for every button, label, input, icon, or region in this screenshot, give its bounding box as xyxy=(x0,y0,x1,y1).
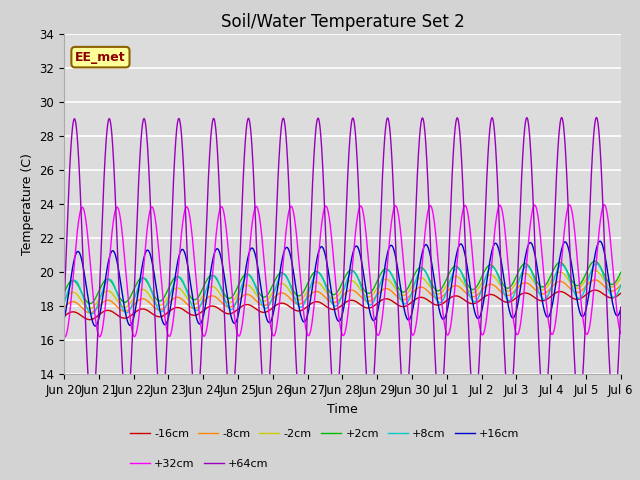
+64cm xyxy=(463,286,471,291)
-16cm xyxy=(611,294,619,300)
Line: +16cm: +16cm xyxy=(64,241,621,326)
+16cm xyxy=(92,323,99,329)
+32cm xyxy=(61,334,68,340)
Line: +2cm: +2cm xyxy=(64,261,621,303)
-2cm xyxy=(463,286,471,291)
-16cm xyxy=(414,295,422,301)
Line: +8cm: +8cm xyxy=(64,264,621,314)
+32cm xyxy=(617,331,625,336)
+8cm xyxy=(499,286,506,292)
-2cm xyxy=(499,285,506,291)
+2cm xyxy=(463,281,471,287)
Line: -2cm: -2cm xyxy=(64,271,621,309)
+16cm xyxy=(596,239,604,244)
-2cm xyxy=(414,276,422,282)
+16cm xyxy=(414,275,422,281)
+16cm xyxy=(499,266,506,272)
-8cm xyxy=(414,285,422,291)
-8cm xyxy=(60,305,68,311)
-16cm xyxy=(499,298,506,303)
-2cm xyxy=(617,275,625,281)
Y-axis label: Temperature (C): Temperature (C) xyxy=(20,153,34,255)
+8cm xyxy=(593,261,600,266)
+16cm xyxy=(60,317,68,323)
Line: +64cm: +64cm xyxy=(64,118,621,408)
+8cm xyxy=(617,282,625,288)
+64cm xyxy=(414,162,422,168)
-16cm xyxy=(86,317,93,323)
+64cm xyxy=(499,303,506,309)
+2cm xyxy=(617,269,625,275)
+64cm xyxy=(617,304,625,310)
+16cm xyxy=(617,306,625,312)
+8cm xyxy=(60,300,68,306)
-2cm xyxy=(611,283,619,288)
Line: +32cm: +32cm xyxy=(64,205,621,337)
-16cm xyxy=(617,290,625,296)
+2cm xyxy=(611,280,619,286)
+64cm xyxy=(60,305,68,311)
+16cm xyxy=(532,257,540,263)
+32cm xyxy=(499,209,506,215)
Line: -8cm: -8cm xyxy=(64,280,621,313)
Line: -16cm: -16cm xyxy=(64,290,621,320)
-8cm xyxy=(174,294,182,300)
X-axis label: Time: Time xyxy=(327,403,358,416)
+32cm xyxy=(532,204,540,209)
+8cm xyxy=(611,294,619,300)
+64cm xyxy=(174,117,182,122)
+32cm xyxy=(174,266,182,272)
-2cm xyxy=(591,268,598,274)
-2cm xyxy=(174,285,182,291)
+8cm xyxy=(532,281,540,287)
+8cm xyxy=(88,311,96,317)
-16cm xyxy=(60,313,68,319)
+2cm xyxy=(591,258,598,264)
-2cm xyxy=(86,306,94,312)
+8cm xyxy=(414,272,422,278)
-2cm xyxy=(60,298,68,304)
-8cm xyxy=(532,288,540,293)
+2cm xyxy=(60,290,68,296)
-8cm xyxy=(86,310,94,316)
Legend: +32cm, +64cm: +32cm, +64cm xyxy=(125,455,273,474)
+16cm xyxy=(174,257,182,263)
+64cm xyxy=(532,268,540,274)
+16cm xyxy=(463,262,471,268)
+32cm xyxy=(414,308,422,313)
+32cm xyxy=(611,288,619,294)
+2cm xyxy=(532,277,540,283)
+32cm xyxy=(60,333,68,339)
-8cm xyxy=(463,291,471,297)
-16cm xyxy=(463,299,471,305)
+2cm xyxy=(86,300,94,306)
-8cm xyxy=(611,288,619,293)
-2cm xyxy=(532,282,540,288)
-16cm xyxy=(591,287,599,293)
+64cm xyxy=(611,402,619,408)
+16cm xyxy=(611,310,619,315)
Text: EE_met: EE_met xyxy=(75,51,126,64)
-8cm xyxy=(499,290,506,296)
-8cm xyxy=(617,282,625,288)
+8cm xyxy=(174,274,182,280)
Title: Soil/Water Temperature Set 2: Soil/Water Temperature Set 2 xyxy=(221,12,464,31)
+32cm xyxy=(600,202,608,208)
+64cm xyxy=(88,406,96,411)
+64cm xyxy=(593,115,600,120)
-16cm xyxy=(174,305,182,311)
+8cm xyxy=(463,285,471,291)
+2cm xyxy=(499,281,506,287)
+32cm xyxy=(463,206,471,212)
-16cm xyxy=(532,296,540,301)
+2cm xyxy=(414,266,422,272)
-8cm xyxy=(591,277,598,283)
+2cm xyxy=(174,274,182,279)
